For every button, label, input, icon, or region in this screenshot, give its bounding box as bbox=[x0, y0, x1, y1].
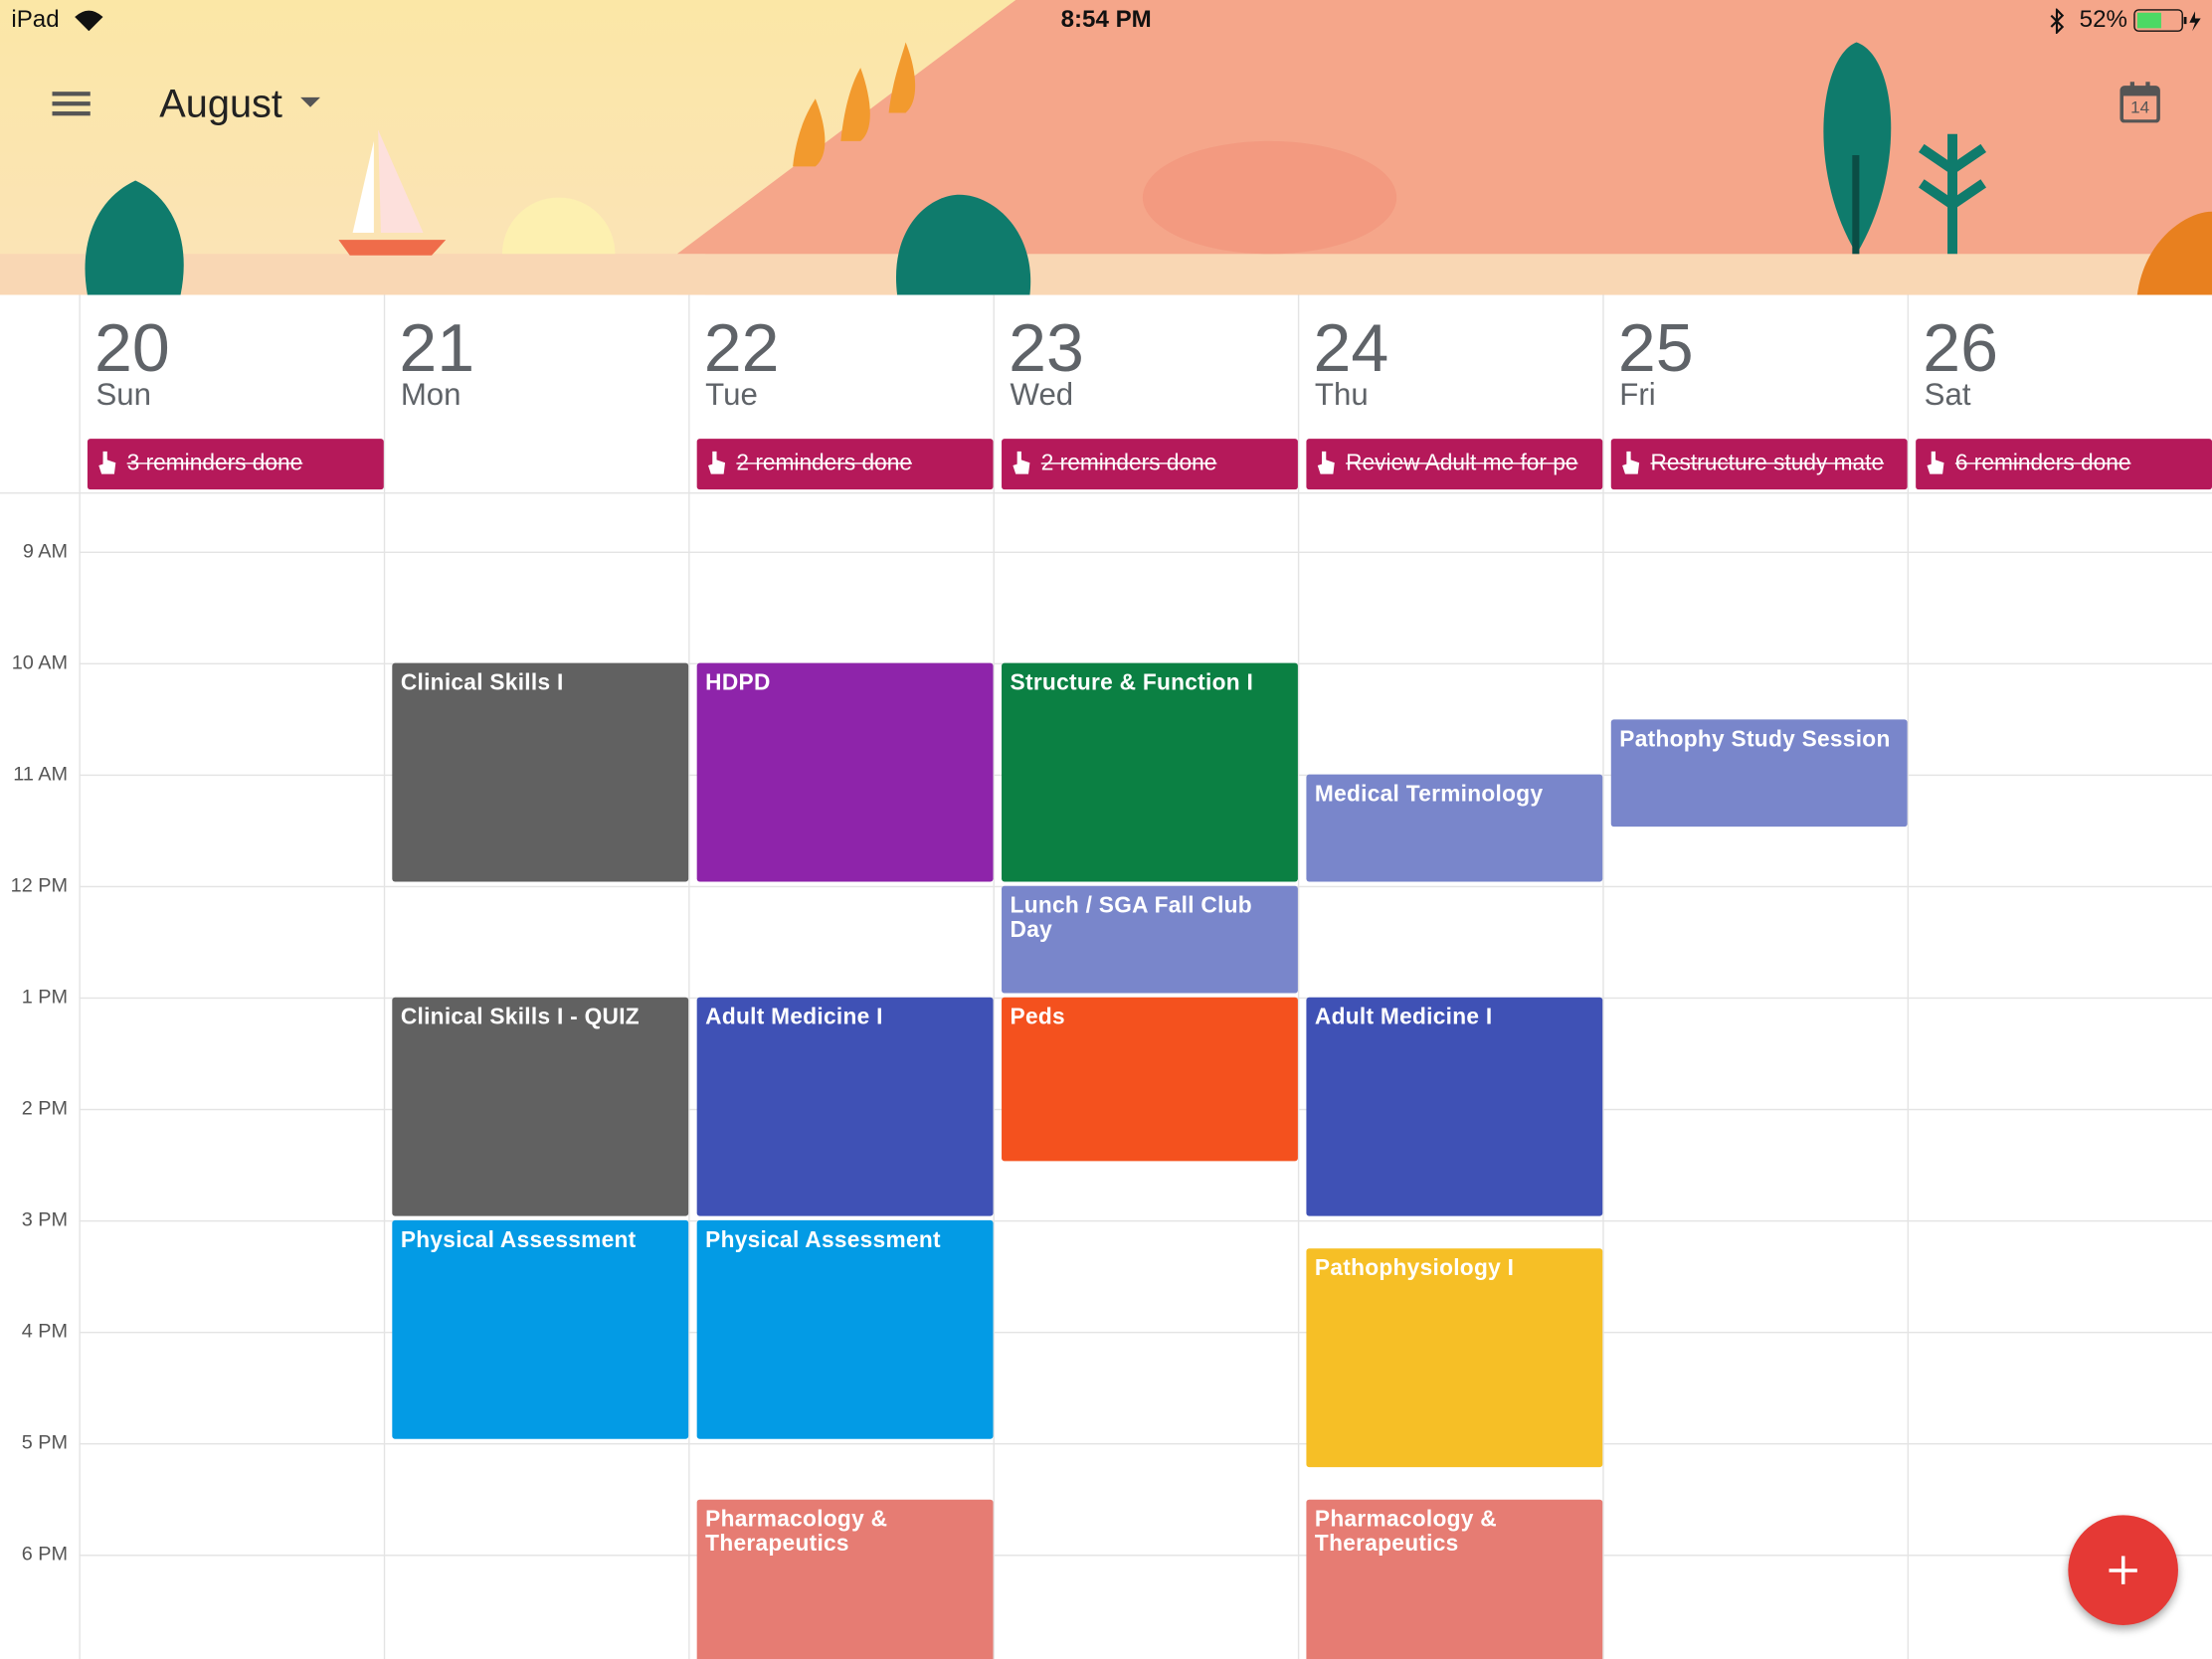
clock: 8:54 PM bbox=[1060, 5, 1152, 33]
plus-icon bbox=[2109, 1556, 2137, 1584]
day-name: Fri bbox=[1619, 376, 1656, 413]
time-label: 5 PM bbox=[21, 1430, 69, 1453]
day-divider bbox=[993, 294, 995, 1659]
reminder-icon bbox=[98, 451, 116, 474]
reminder-icon bbox=[1317, 451, 1335, 474]
time-label: 1 PM bbox=[21, 985, 69, 1008]
event[interactable]: Pathophy Study Session bbox=[1610, 718, 1908, 827]
day-divider bbox=[79, 294, 81, 1659]
reminder-text: Restructure study mate bbox=[1650, 451, 1885, 475]
menu-button[interactable] bbox=[52, 89, 92, 116]
day-name: Wed bbox=[1010, 376, 1074, 413]
reminder-text: 2 reminders done bbox=[736, 451, 912, 475]
event[interactable]: Clinical Skills I - QUIZ bbox=[392, 997, 689, 1216]
day-name: Tue bbox=[705, 376, 758, 413]
reminder-chip[interactable]: Restructure study mate bbox=[1610, 439, 1908, 490]
wifi-icon bbox=[75, 10, 103, 32]
day-name: Thu bbox=[1314, 376, 1369, 413]
reminder-chip[interactable]: 2 reminders done bbox=[696, 439, 994, 490]
add-event-button[interactable] bbox=[2068, 1515, 2178, 1625]
reminder-icon bbox=[708, 451, 726, 474]
day-number[interactable]: 22 bbox=[703, 311, 780, 387]
month-dropdown[interactable] bbox=[299, 95, 322, 109]
time-label: 11 AM bbox=[13, 761, 69, 785]
device-label: iPad bbox=[11, 5, 60, 33]
event[interactable]: Adult Medicine I bbox=[696, 997, 994, 1216]
day-number[interactable]: 24 bbox=[1313, 311, 1389, 387]
time-label: 9 AM bbox=[22, 538, 69, 562]
event[interactable]: Pathophysiology I bbox=[1306, 1247, 1603, 1467]
day-divider bbox=[688, 294, 690, 1659]
month-title[interactable]: August bbox=[159, 82, 282, 126]
hour-line bbox=[79, 1219, 2212, 1222]
time-label: 6 PM bbox=[21, 1542, 69, 1565]
day-name: Mon bbox=[400, 376, 461, 413]
time-label: 10 AM bbox=[11, 649, 69, 673]
reminder-text: 6 reminders done bbox=[1954, 451, 2131, 475]
reminder-text: 2 reminders done bbox=[1040, 451, 1217, 475]
reminder-icon bbox=[1622, 451, 1640, 474]
hour-line bbox=[79, 1331, 2212, 1334]
hour-line bbox=[79, 1555, 2212, 1557]
reminder-chip[interactable]: 6 reminders done bbox=[1916, 439, 2212, 490]
event[interactable]: Physical Assessment bbox=[696, 1219, 994, 1439]
event[interactable]: HDPD bbox=[696, 662, 994, 882]
day-divider bbox=[1297, 294, 1300, 1659]
event[interactable]: Lunch / SGA Fall Club Day bbox=[1002, 885, 1298, 994]
day-number[interactable]: 20 bbox=[94, 311, 170, 387]
event[interactable]: Pharmacology & Therapeutics bbox=[1306, 1499, 1603, 1659]
battery-percent: 52% bbox=[2079, 5, 2127, 33]
calendar-icon bbox=[2120, 82, 2160, 123]
event[interactable]: Clinical Skills I bbox=[392, 662, 689, 882]
today-date: 14 bbox=[2130, 96, 2150, 117]
bluetooth-icon bbox=[2050, 8, 2065, 35]
reminder-text: 3 reminders done bbox=[126, 451, 303, 475]
event[interactable]: Physical Assessment bbox=[392, 1219, 689, 1439]
reminder-icon bbox=[1013, 451, 1030, 474]
day-number[interactable]: 21 bbox=[399, 311, 475, 387]
day-divider bbox=[1602, 294, 1604, 1659]
time-label: 4 PM bbox=[21, 1319, 69, 1342]
header-illustration bbox=[0, 0, 2212, 295]
day-divider bbox=[383, 294, 386, 1659]
hour-line bbox=[79, 1442, 2212, 1445]
time-label: 3 PM bbox=[21, 1207, 69, 1230]
day-number[interactable]: 26 bbox=[1923, 311, 1998, 387]
all-day-divider bbox=[0, 492, 2212, 494]
event[interactable]: Structure & Function I bbox=[1002, 662, 1298, 882]
day-divider bbox=[1907, 294, 1910, 1659]
day-name: Sat bbox=[1924, 376, 1971, 413]
battery-icon bbox=[2133, 9, 2201, 32]
day-name: Sun bbox=[95, 376, 151, 413]
event[interactable]: Medical Terminology bbox=[1306, 774, 1603, 882]
event[interactable]: Adult Medicine I bbox=[1306, 997, 1603, 1216]
event[interactable]: Peds bbox=[1002, 997, 1298, 1161]
reminder-icon bbox=[1927, 451, 1944, 474]
reminder-chip[interactable]: 3 reminders done bbox=[87, 439, 384, 490]
reminder-chip[interactable]: Review Adult me for pe bbox=[1306, 439, 1603, 490]
reminder-chip[interactable]: 2 reminders done bbox=[1002, 439, 1298, 490]
today-button[interactable]: 14 bbox=[2119, 81, 2161, 123]
time-label: 12 PM bbox=[10, 872, 69, 896]
day-number[interactable]: 23 bbox=[1009, 311, 1084, 387]
reminder-text: Review Adult me for pe bbox=[1346, 451, 1578, 475]
event[interactable]: Pharmacology & Therapeutics bbox=[696, 1499, 994, 1659]
hour-line bbox=[79, 551, 2212, 554]
day-number[interactable]: 25 bbox=[1617, 311, 1694, 387]
time-label: 2 PM bbox=[21, 1096, 69, 1119]
